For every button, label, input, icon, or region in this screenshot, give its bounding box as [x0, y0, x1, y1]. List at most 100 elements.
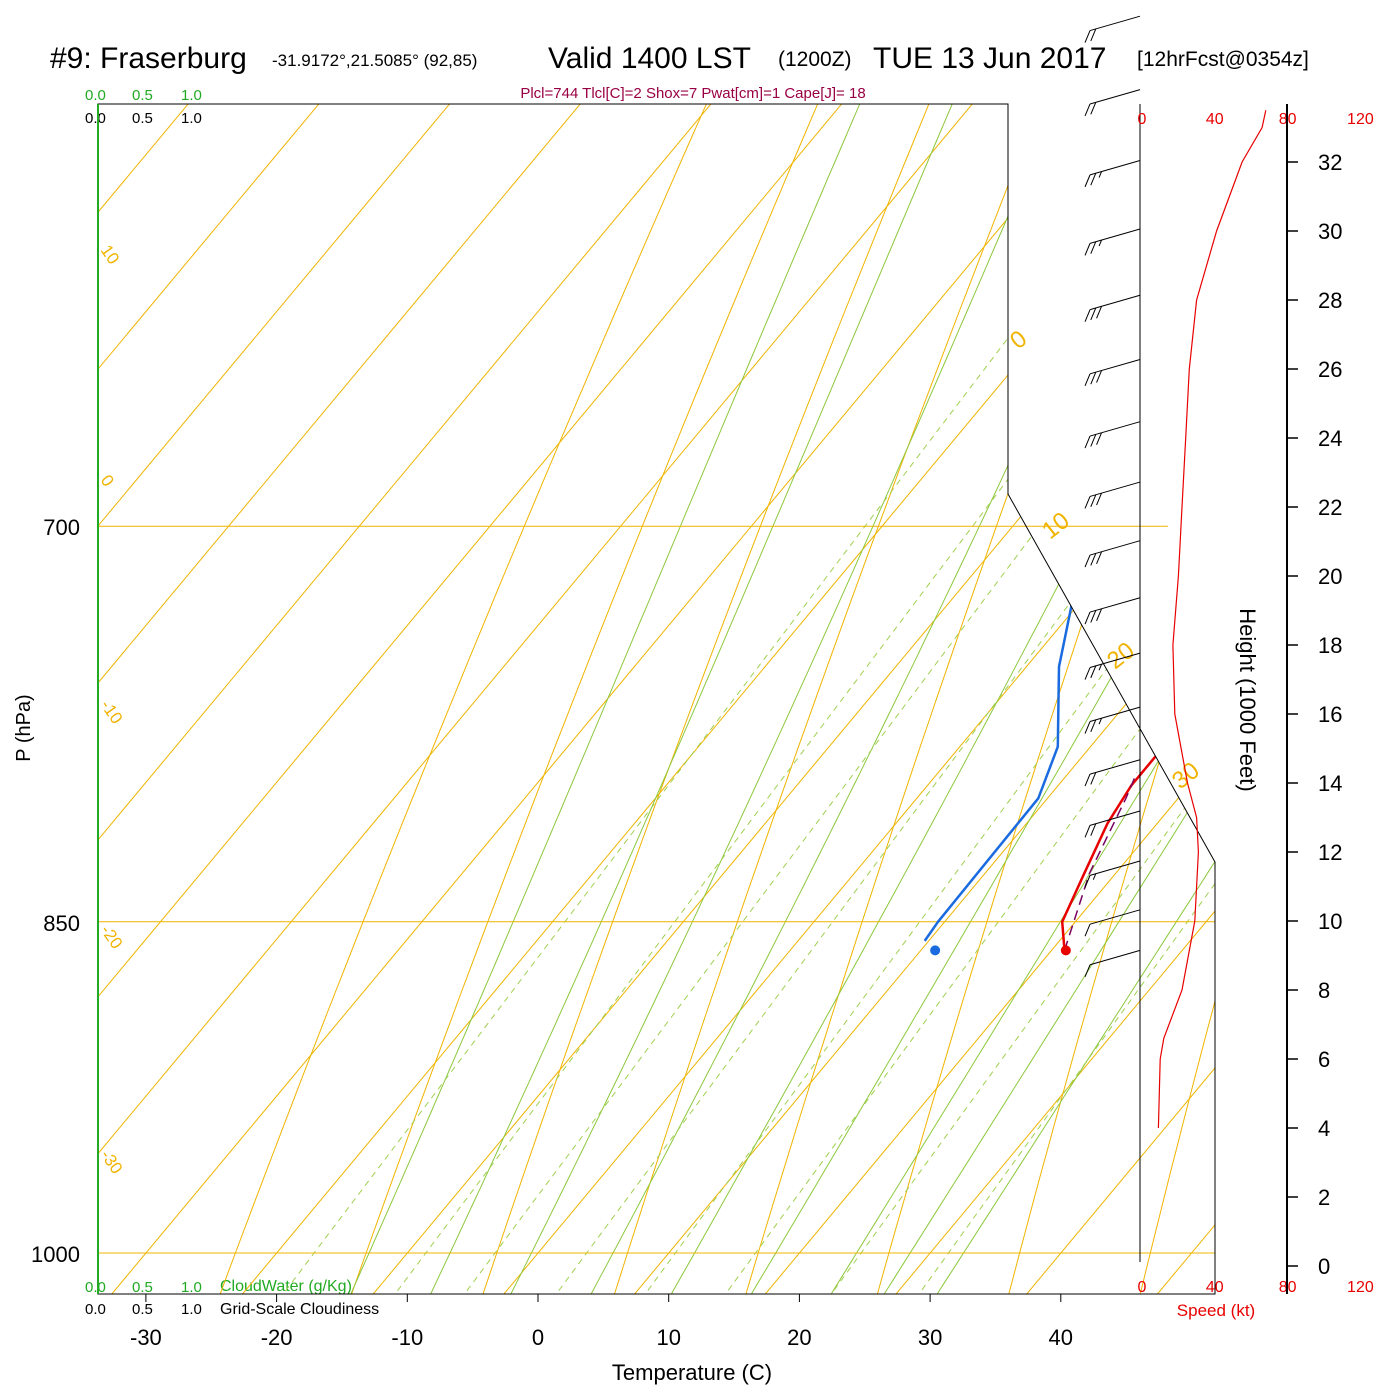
- wind-barb: [1084, 481, 1141, 509]
- isotherm-line: [98, 104, 1215, 1294]
- wind-barb-feather: [1090, 610, 1097, 623]
- wind-barb-staff: [1089, 597, 1141, 613]
- x-tick-label: 40: [1049, 1325, 1073, 1350]
- cloud-water-scale-05: 0.5: [132, 87, 153, 104]
- wind-barb: [1084, 421, 1141, 449]
- wind-barb-feather: [1084, 875, 1091, 888]
- wind-speed-panel: 0040408080120120: [1138, 110, 1374, 1296]
- wind-barb: [1084, 759, 1141, 787]
- wind-barb: [1084, 706, 1141, 734]
- wind-barb-staff: [1089, 89, 1141, 105]
- height-tick-label: 8: [1318, 978, 1330, 1003]
- moist-adiabat-line: [846, 104, 1215, 1294]
- speed-tick-top: 120: [1347, 111, 1374, 128]
- height-tick-label: 16: [1318, 702, 1342, 727]
- moist-adiabat-line: [402, 104, 1215, 1294]
- wind-barb: [1084, 909, 1141, 937]
- wind-barb-feather: [1084, 243, 1091, 256]
- wind-barb: [1084, 860, 1141, 888]
- wind-barb-feather: [1090, 102, 1097, 115]
- height-tick-label: 0: [1318, 1254, 1330, 1279]
- height-tick-label: 2: [1318, 1185, 1330, 1210]
- height-tick-label: 28: [1318, 288, 1342, 313]
- wind-barb-feather: [1084, 30, 1091, 43]
- wind-barb-feather: [1084, 554, 1091, 568]
- wind-barb-feather: [1096, 370, 1103, 383]
- wind-barb-feather: [1084, 825, 1091, 838]
- axis-labels: -30-20-100102030402503004005007008501000…: [31, 241, 1205, 1350]
- height-tick-label: 24: [1318, 426, 1342, 451]
- wind-barb-feather: [1090, 772, 1097, 785]
- wind-barb-feather: [1096, 551, 1103, 564]
- wind-barb-staff: [1089, 810, 1141, 826]
- height-tick-label: 26: [1318, 357, 1342, 382]
- height-tick-label: 14: [1318, 771, 1342, 796]
- wind-barb-feather: [1084, 435, 1091, 449]
- cloudiness-scale-0-bottom: 0.0: [85, 1301, 106, 1318]
- height-axis-label: Height (1000 Feet): [1235, 608, 1260, 791]
- mixing-ratio-line: [876, 104, 1215, 1294]
- isotherm-line: [98, 104, 1215, 1294]
- valid-time: Valid 1400 LST: [548, 42, 751, 75]
- wind-barb: [1084, 949, 1141, 977]
- x-tick-label: -10: [391, 1325, 423, 1350]
- dry-adiabat-line: [983, 104, 1215, 1294]
- mixing-ratio-label: 5: [528, 1306, 547, 1327]
- cloud-water-scale-1: 1.0: [181, 87, 202, 104]
- wind-barb-feather: [1098, 239, 1103, 247]
- dry-adiabat-line: [1250, 0, 1400, 1391]
- sounding-profiles: [923, 104, 1215, 956]
- mixing-ratio-line: [512, 104, 1215, 1294]
- wind-barb-staff: [1089, 540, 1141, 556]
- wind-barb-feather: [1090, 307, 1097, 321]
- cloud-water-scale-1-bottom: 1.0: [181, 1279, 202, 1296]
- station-coords: -31.9172°,21.5085° (92,85): [272, 51, 477, 70]
- wind-barb-feather: [1084, 309, 1091, 322]
- cloud-scale-top: 0.0 0.5 1.0 0.0 0.5 1.0: [85, 87, 202, 127]
- height-tick-label: 22: [1318, 495, 1342, 520]
- isotherm-label: -30: [97, 1146, 127, 1177]
- cloudiness-scale-1-bottom: 1.0: [181, 1301, 202, 1318]
- dry-adiabat-line: [183, 104, 1215, 1294]
- height-tick-label: 32: [1318, 150, 1342, 175]
- surface-dewpoint-marker: [930, 945, 941, 956]
- moist-adiabat-line: [559, 104, 1215, 1294]
- wind-barb-feather: [1090, 494, 1097, 507]
- wind-barb-feather: [1084, 373, 1091, 387]
- wind-barb: [1084, 89, 1141, 117]
- x-tick-label: -30: [130, 1325, 162, 1350]
- wind-barb-feather: [1096, 492, 1103, 506]
- moist-adiabat-line: [324, 104, 1215, 1294]
- mixing-ratio-line: [238, 104, 1215, 1294]
- wind-barb-feather: [1084, 174, 1091, 188]
- mixing-ratio-label: 20: [804, 1300, 831, 1327]
- dry-adiabat-line: [450, 104, 1215, 1294]
- wind-barb-staff: [1089, 294, 1141, 311]
- mixing-ratio-label: 8: [617, 1306, 636, 1327]
- wind-barb-feather: [1090, 241, 1097, 254]
- surface-temperature-marker: [1060, 945, 1071, 956]
- wind-barb: [1084, 810, 1141, 838]
- cloud-water-label: CloudWater (g/Kg): [220, 1278, 352, 1295]
- isotherm-line: [161, 104, 1215, 1294]
- wind-barb-feather: [1096, 608, 1103, 621]
- cloud-water-scale-05-bottom: 0.5: [132, 1279, 153, 1296]
- moist-adiabat-line: [794, 104, 1215, 1294]
- speed-axis-label: Speed (kt): [1177, 1301, 1255, 1320]
- wind-barb-feather: [1098, 664, 1103, 671]
- speed-tick-bottom: 0: [1138, 1279, 1147, 1296]
- wind-barb-feather: [1084, 103, 1091, 117]
- wind-barb-feather: [1098, 171, 1103, 178]
- wind-barb-staff: [1089, 160, 1141, 176]
- wind-barb-feather: [1096, 432, 1103, 445]
- speed-tick-bottom: 40: [1206, 1279, 1224, 1296]
- isotherm-label-right: 20: [1102, 637, 1140, 675]
- wind-barb-staff: [1089, 481, 1141, 497]
- wind-barb-staff: [1089, 759, 1141, 775]
- wind-barb-feather: [1084, 496, 1091, 509]
- wind-barb-feather: [1096, 306, 1103, 319]
- height-tick-label: 30: [1318, 219, 1342, 244]
- height-tick-label: 20: [1318, 564, 1342, 589]
